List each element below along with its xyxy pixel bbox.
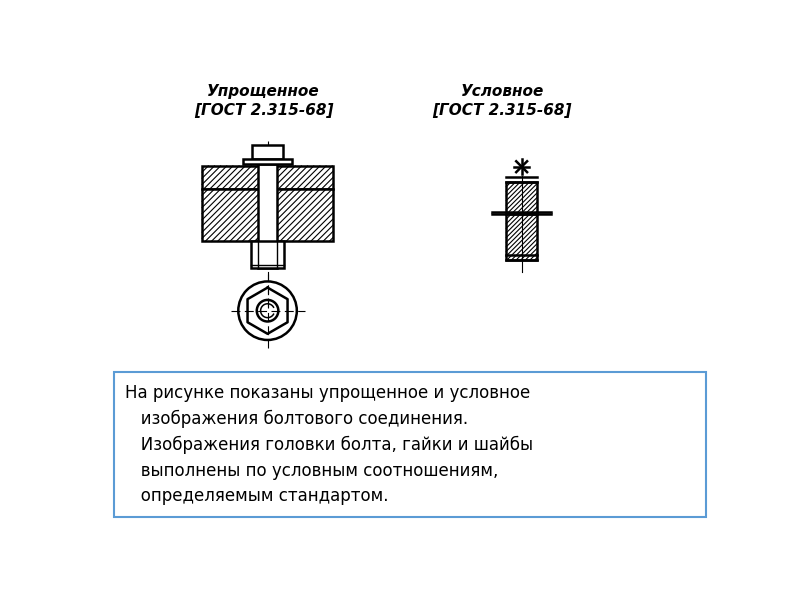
Bar	[258, 164, 277, 268]
Bar	[243, 159, 292, 164]
Bar	[250, 241, 285, 268]
Text: Условное
[ГОСТ 2.315-68]: Условное [ГОСТ 2.315-68]	[433, 83, 572, 118]
Bar	[114, 372, 706, 517]
Bar	[252, 145, 283, 159]
Text: На рисунке показаны упрощенное и условное
   изображения болтового соединения.
 : На рисунке показаны упрощенное и условно…	[125, 384, 534, 505]
Bar	[202, 166, 333, 189]
Bar	[202, 189, 333, 241]
Bar	[506, 182, 537, 214]
Bar	[506, 214, 537, 260]
Text: Упрощенное
[ГОСТ 2.315-68]: Упрощенное [ГОСТ 2.315-68]	[194, 83, 334, 118]
